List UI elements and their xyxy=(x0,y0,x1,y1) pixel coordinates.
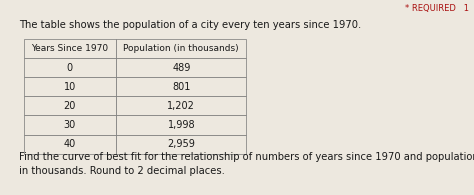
Text: Population (in thousands): Population (in thousands) xyxy=(124,44,239,53)
Bar xyxy=(116,77,246,96)
Text: 30: 30 xyxy=(64,120,76,130)
Bar xyxy=(116,39,246,58)
Text: 801: 801 xyxy=(172,82,191,92)
Text: 20: 20 xyxy=(64,101,76,111)
Text: 0: 0 xyxy=(67,63,73,73)
Text: 40: 40 xyxy=(64,139,76,149)
Bar xyxy=(116,58,246,77)
Bar xyxy=(116,115,246,135)
Text: Years Since 1970: Years Since 1970 xyxy=(31,44,109,53)
Text: 489: 489 xyxy=(172,63,191,73)
Bar xyxy=(24,135,116,154)
Text: 2,959: 2,959 xyxy=(167,139,195,149)
Bar xyxy=(116,96,246,115)
Bar xyxy=(24,77,116,96)
Text: Find the curve of best fit for the relationship of numbers of years since 1970 a: Find the curve of best fit for the relat… xyxy=(19,152,474,176)
Text: 10: 10 xyxy=(64,82,76,92)
Bar xyxy=(24,96,116,115)
Text: The table shows the population of a city every ten years since 1970.: The table shows the population of a city… xyxy=(19,20,361,29)
Text: 1,998: 1,998 xyxy=(167,120,195,130)
Text: * REQUIRED   1: * REQUIRED 1 xyxy=(405,4,469,13)
Bar xyxy=(116,135,246,154)
Bar xyxy=(24,39,116,58)
Bar xyxy=(24,115,116,135)
Bar xyxy=(24,58,116,77)
Text: 1,202: 1,202 xyxy=(167,101,195,111)
